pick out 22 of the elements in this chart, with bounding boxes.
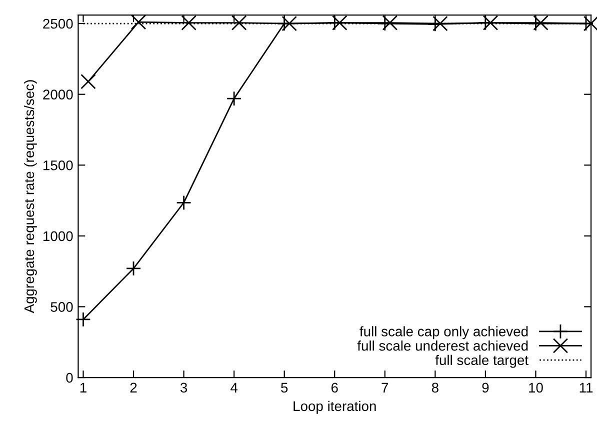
- y-tick-label: 0: [66, 372, 73, 383]
- y-tick-label: 2500: [43, 18, 73, 29]
- legend-label: full scale underest achieved: [357, 340, 528, 351]
- x-tick-label: 8: [432, 382, 438, 393]
- legend-label: full scale cap only achieved: [360, 326, 528, 340]
- y-tick-label: 2000: [43, 90, 73, 100]
- y-axis-title: Aggregate request rate (requests/sec): [24, 80, 37, 314]
- y-tick-label: 1000: [44, 231, 73, 242]
- x-tick-label: 1: [80, 382, 86, 392]
- x-tick-label: 10: [529, 382, 543, 393]
- x-tick-label: 11: [580, 382, 593, 392]
- x-tick-label: 4: [230, 382, 238, 392]
- x-tick-label: 3: [180, 382, 188, 393]
- x-tick-label: 6: [331, 382, 338, 393]
- legend-label: full scale target: [435, 354, 528, 368]
- x-tick-label: 2: [130, 382, 137, 392]
- y-tick-label: 1500: [44, 160, 73, 170]
- x-tick-label: 7: [382, 382, 388, 392]
- x-tick-label: 5: [281, 382, 288, 393]
- y-tick-label: 500: [50, 302, 73, 312]
- x-tick-label: 9: [482, 382, 489, 393]
- x-axis-title: Loop iteration: [294, 400, 376, 414]
